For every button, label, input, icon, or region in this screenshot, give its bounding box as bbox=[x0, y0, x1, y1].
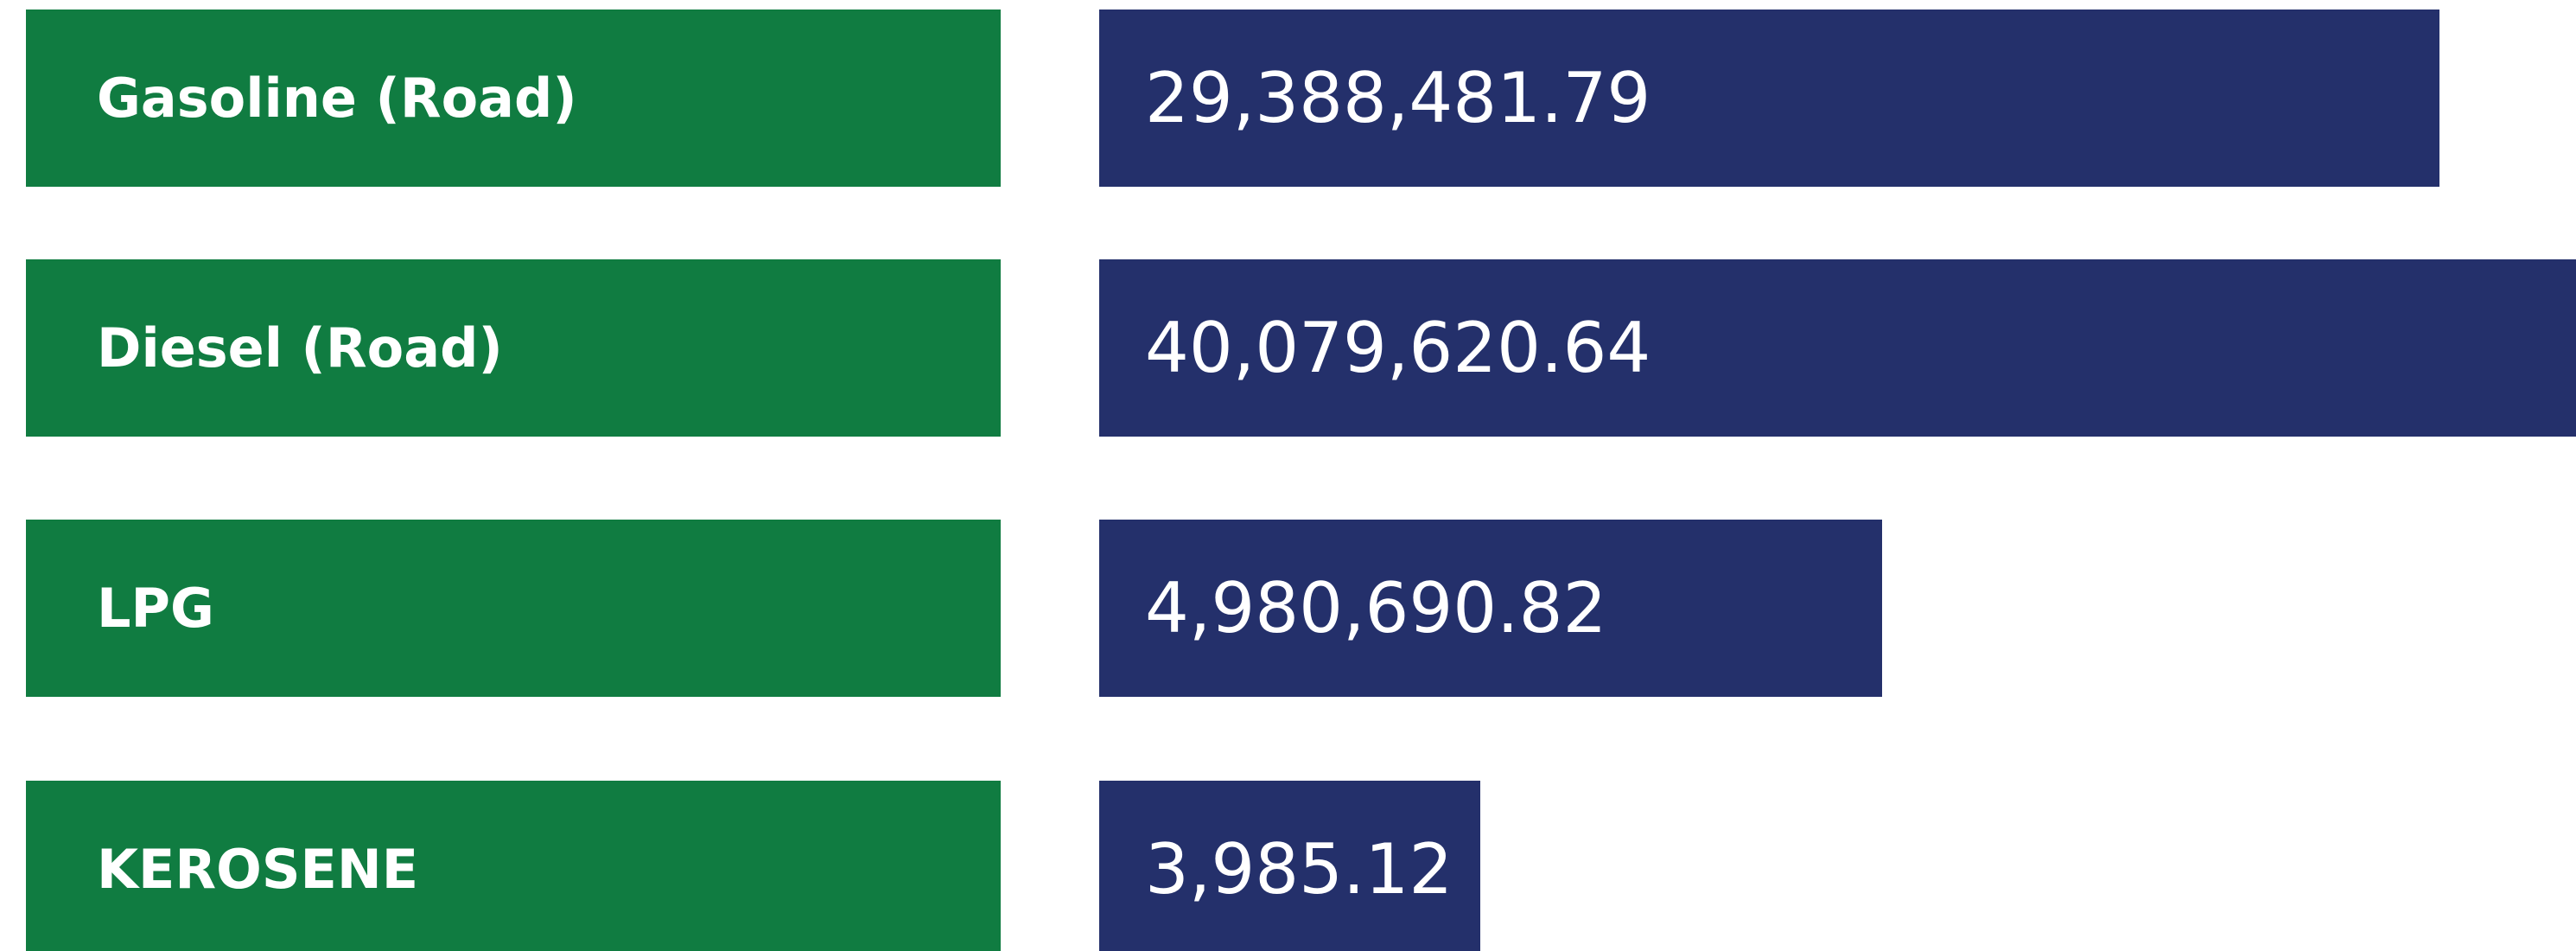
fuel-label: KEROSENE bbox=[26, 781, 1001, 951]
fuel-label: Diesel (Road) bbox=[26, 259, 1001, 437]
fuel-label: LPG bbox=[26, 520, 1001, 697]
fuel-row: Gasoline (Road) 29,388,481.79 bbox=[0, 10, 2576, 187]
fuel-row: Diesel (Road) 40,079,620.64 bbox=[0, 259, 2576, 437]
fuel-value: 29,388,481.79 bbox=[1099, 10, 2439, 187]
fuel-value: 3,985.12 bbox=[1099, 781, 1480, 951]
fuel-label: Gasoline (Road) bbox=[26, 10, 1001, 187]
fuel-value: 40,079,620.64 bbox=[1099, 259, 2576, 437]
fuel-row: LPG 4,980,690.82 bbox=[0, 520, 2576, 697]
fuel-row: KEROSENE 3,985.12 bbox=[0, 781, 2576, 951]
fuel-value: 4,980,690.82 bbox=[1099, 520, 1882, 697]
